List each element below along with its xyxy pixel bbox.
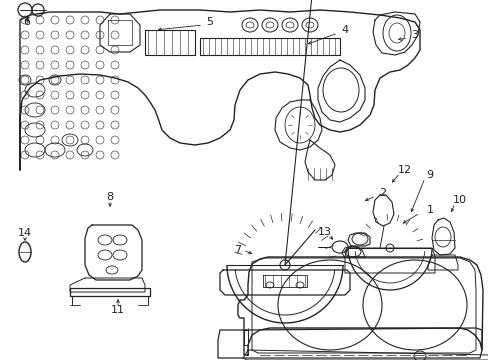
- Text: 14: 14: [18, 228, 32, 238]
- Text: 2: 2: [379, 188, 386, 198]
- Text: 8: 8: [106, 192, 113, 202]
- Text: 4: 4: [341, 25, 348, 35]
- Text: 1: 1: [426, 205, 433, 215]
- Text: 6: 6: [23, 17, 30, 27]
- Text: 5: 5: [206, 17, 213, 27]
- Text: 9: 9: [426, 170, 433, 180]
- Text: 3: 3: [411, 30, 418, 40]
- Text: 10: 10: [452, 195, 466, 205]
- Text: 7: 7: [234, 245, 241, 255]
- Text: 11: 11: [111, 305, 125, 315]
- Text: 13: 13: [317, 227, 331, 237]
- Text: 12: 12: [397, 165, 411, 175]
